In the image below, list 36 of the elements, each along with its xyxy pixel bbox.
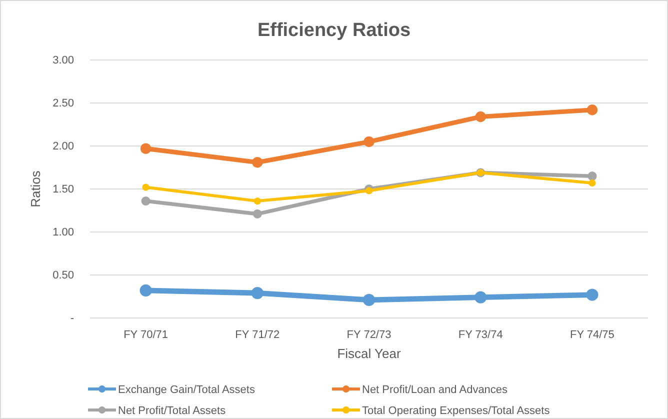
point [588,179,596,187]
y-tick-label: 1.50 [52,184,74,196]
x-tick-label: FY 71/72 [235,328,280,341]
y-tick-label: 3.00 [52,54,74,67]
y-tick-label: - [70,312,74,325]
legend-label: Total Operating Expenses/Total Assets [362,405,550,417]
point [142,184,150,191]
point [586,104,598,116]
x-tick-label: FY 72/73 [346,328,392,341]
x-tick-label: FY 73/74 [458,328,503,341]
point [140,284,152,297]
point [252,209,262,218]
point [365,187,373,194]
point [586,288,598,301]
point [252,157,263,168]
point [588,172,597,181]
y-axis-title: Ratios [28,170,43,208]
point [475,111,486,122]
chart-title: Efficiency Ratios [257,20,411,41]
x-axis-title: Fiscal Year [337,346,402,361]
point [474,291,487,304]
point [140,143,152,154]
point [141,196,150,206]
point [254,197,261,205]
x-tick-label: FY 70/71 [124,328,168,341]
y-tick-label: 1.00 [52,226,74,239]
y-tick-label: 2.50 [52,98,74,110]
legend-label: Net Profit/Total Assets [118,405,226,417]
y-tick-label: 0.50 [52,270,74,282]
point [362,294,376,306]
point [251,287,264,300]
x-tick-label: FY 74/75 [570,328,614,341]
legend-label: Exchange Gain/Total Assets [118,384,256,396]
legend-label: Net Profit/Loan and Advances [362,384,508,396]
y-tick-label: 2.00 [52,140,74,153]
point [364,136,374,148]
